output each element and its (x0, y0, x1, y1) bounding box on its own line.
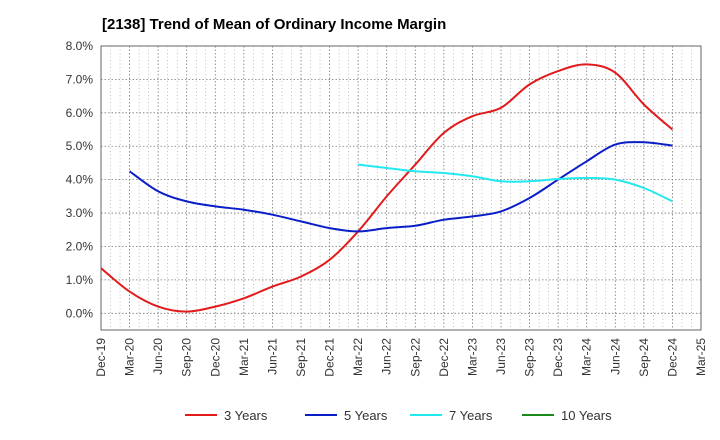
x-tick-label: Mar-22 (351, 338, 365, 376)
x-tick-label: Sep-20 (180, 338, 194, 377)
x-tick-label: Mar-25 (694, 338, 708, 376)
x-tick-label: Jun-24 (608, 338, 622, 375)
y-tick-label: 8.0% (66, 39, 94, 53)
x-tick-label: Dec-24 (665, 338, 679, 377)
grid (101, 46, 701, 330)
y-tick-label: 0.0% (66, 306, 94, 320)
x-tick-label: Dec-20 (208, 338, 222, 377)
legend-label: 7 Years (449, 408, 493, 423)
x-tick-label: Sep-23 (523, 338, 537, 377)
x-axis-ticks: Dec-19 Mar-20 Jun-20 Sep-20 Dec-20 Mar-21 Jun-… (94, 338, 708, 377)
x-tick-label: Dec-23 (551, 338, 565, 377)
plot-frame (100, 45, 702, 331)
y-tick-label: 7.0% (66, 72, 94, 86)
x-tick-label: Jun-22 (380, 338, 394, 375)
x-tick-label: Sep-22 (408, 338, 422, 377)
x-tick-label: Sep-21 (294, 338, 308, 377)
series-line-7-years (357, 163, 673, 203)
y-tick-label: 2.0% (66, 239, 94, 253)
x-tick-label: Mar-23 (465, 338, 479, 376)
series-line-5-years (129, 141, 673, 233)
x-tick-label: Mar-21 (237, 338, 251, 376)
legend-label: 5 Years (344, 408, 388, 423)
x-tick-label: Mar-20 (123, 338, 137, 376)
y-tick-label: 5.0% (66, 139, 94, 153)
chart-title: [2138] Trend of Mean of Ordinary Income … (102, 16, 447, 33)
x-tick-label: Sep-24 (637, 338, 651, 377)
x-tick-label: Dec-21 (323, 338, 337, 377)
series-lines (100, 63, 674, 313)
legend: 3 Years 5 Years 7 Years 10 Years (185, 408, 612, 423)
x-tick-label: Jun-20 (151, 338, 165, 375)
x-tick-label: Jun-23 (494, 338, 508, 375)
series-line-3-years (100, 63, 674, 313)
x-tick-label: Dec-22 (437, 338, 451, 377)
y-tick-label: 1.0% (66, 273, 94, 287)
legend-label: 10 Years (561, 408, 612, 423)
y-tick-label: 3.0% (66, 206, 94, 220)
y-axis-ticks: 8.0% 7.0% 6.0% 5.0% 4.0% 3.0% 2.0% 1.0% 0.0% (66, 39, 94, 320)
y-tick-label: 4.0% (66, 173, 94, 187)
legend-label: 3 Years (224, 408, 268, 423)
x-tick-label: Dec-19 (94, 338, 108, 377)
x-tick-label: Mar-24 (580, 338, 594, 376)
x-tick-label: Jun-21 (265, 338, 279, 375)
y-tick-label: 6.0% (66, 106, 94, 120)
